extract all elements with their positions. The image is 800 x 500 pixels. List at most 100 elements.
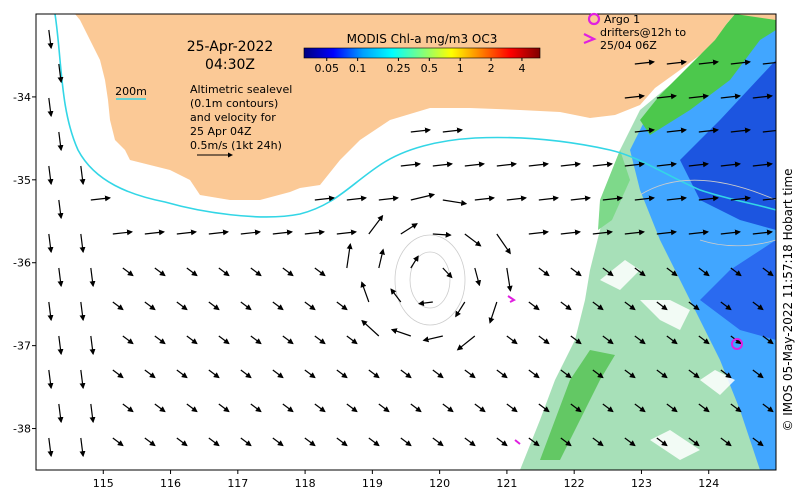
velocity-arrow — [47, 437, 54, 458]
velocity-arrow — [378, 195, 399, 202]
velocity-arrow — [250, 403, 262, 413]
velocity-arrow — [656, 229, 677, 236]
x-tick-label: 119 — [362, 477, 383, 490]
velocity-arrow — [560, 369, 572, 379]
depth-contour-200m — [54, 14, 776, 218]
velocity-arrow — [240, 369, 252, 379]
velocity-arrow — [218, 335, 230, 345]
velocity-arrow — [762, 129, 776, 133]
velocity-arrow — [560, 161, 581, 168]
velocity-arrow — [720, 161, 741, 168]
velocity-arrow — [47, 301, 54, 322]
velocity-arrow — [752, 93, 773, 100]
credit-label: © IMOS 05-May-2022 11:57:18 Hobart time — [781, 168, 795, 431]
velocity-arrow — [57, 403, 64, 424]
velocity-arrow — [122, 267, 134, 277]
velocity-arrow — [570, 195, 591, 202]
velocity-arrow — [336, 437, 348, 447]
velocity-arrow — [488, 301, 498, 324]
velocity-arrow — [240, 229, 261, 236]
velocity-arrow — [442, 403, 454, 413]
x-tick-label: 118 — [295, 477, 316, 490]
velocity-arrow — [208, 301, 220, 311]
land-mass — [36, 14, 776, 200]
velocity-arrow — [720, 301, 732, 311]
velocity-arrow — [730, 59, 751, 66]
velocity-arrow — [47, 97, 54, 118]
drifter-track-1 — [507, 295, 516, 303]
x-tick-label: 123 — [631, 477, 652, 490]
velocity-arrow — [442, 267, 453, 279]
velocity-arrow — [272, 437, 284, 447]
y-tick-label: -38 — [13, 423, 31, 436]
velocity-arrow — [602, 195, 623, 202]
velocity-arrow — [528, 369, 540, 379]
velocity-arrow — [442, 127, 463, 134]
velocity-arrow — [368, 369, 380, 379]
velocity-arrow — [624, 301, 636, 311]
velocity-arrow — [432, 369, 444, 379]
colorbar-tick-label: 0.25 — [386, 62, 411, 75]
velocity-arrow — [240, 437, 252, 447]
velocity-arrow — [752, 369, 764, 379]
velocity-arrow — [112, 437, 124, 447]
x-tick-label: 115 — [93, 477, 114, 490]
velocity-arrow — [720, 229, 741, 236]
velocity-arrow — [304, 229, 325, 236]
velocity-arrow — [432, 161, 453, 168]
velocity-arrow — [390, 328, 412, 337]
chlorophyll-swath — [520, 14, 776, 470]
velocity-arrow — [730, 127, 751, 134]
altimetry-line-3: and velocity for — [190, 111, 276, 124]
colorbar-title: MODIS Chl-a mg/m3 OC3 — [347, 32, 498, 46]
velocity-arrow — [634, 335, 646, 345]
velocity-arrow — [410, 255, 419, 269]
velocity-arrow — [47, 233, 54, 254]
drifters-legend-line-2: 25/04 06Z — [600, 39, 657, 52]
depth-legend-label: 200m — [115, 85, 147, 98]
altimetry-line-2: (0.1m contours) — [190, 97, 278, 110]
velocity-arrow — [762, 267, 774, 277]
velocity-arrow — [656, 93, 677, 100]
velocity-arrow — [666, 127, 687, 134]
velocity-arrow — [538, 335, 550, 345]
velocity-arrow — [624, 93, 645, 100]
argo-legend-icon — [587, 12, 601, 26]
velocity-arrow — [144, 301, 156, 311]
velocity-arrow — [592, 301, 604, 311]
colorbar-tick-label: 1 — [457, 62, 464, 75]
velocity-arrow — [410, 127, 431, 134]
velocity-arrow — [666, 59, 687, 66]
velocity-arrow — [538, 195, 559, 202]
plot-frame — [35, 13, 777, 471]
velocity-arrow — [144, 229, 165, 236]
x-tick-label: 117 — [227, 477, 248, 490]
velocity-arrow — [592, 161, 613, 168]
velocity-arrow — [666, 195, 687, 202]
velocity-arrow — [368, 437, 380, 447]
velocity-arrow — [634, 59, 655, 66]
velocity-arrow — [720, 369, 732, 379]
velocity-arrow — [314, 195, 335, 202]
velocity-arrow — [79, 369, 86, 390]
x-tick-label: 124 — [698, 477, 719, 490]
argo-float-marker — [731, 338, 743, 350]
velocity-arrow — [361, 319, 380, 337]
velocity-arrow — [602, 335, 614, 345]
colorbar-tick-label: 2 — [488, 62, 495, 75]
velocity-arrow — [346, 195, 367, 202]
velocity-arrow — [656, 301, 668, 311]
velocity-arrow — [112, 301, 124, 311]
velocity-arrow — [346, 335, 358, 345]
velocity-arrow — [698, 127, 719, 134]
velocity-arrow — [538, 267, 550, 277]
velocity-arrow — [666, 335, 678, 345]
velocity-arrow — [208, 369, 220, 379]
velocity-arrow — [378, 248, 385, 269]
velocity-arrow — [634, 267, 646, 277]
velocity-arrow — [570, 403, 582, 413]
velocity-arrow — [570, 267, 582, 277]
velocity-arrow — [57, 131, 64, 152]
velocity-arrow — [474, 403, 486, 413]
velocity-arrow — [89, 403, 96, 424]
